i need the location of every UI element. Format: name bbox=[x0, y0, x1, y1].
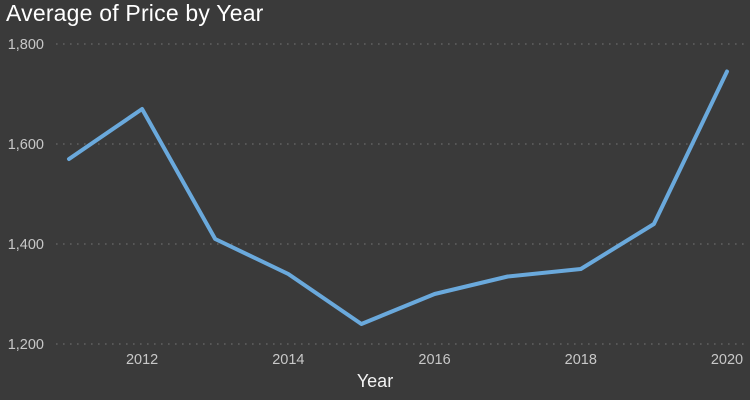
y-tick-label: 1,200 bbox=[8, 337, 44, 353]
x-tick-label: 2014 bbox=[272, 352, 304, 368]
y-tick-label: 1,400 bbox=[8, 237, 44, 253]
x-tick-label: 2016 bbox=[418, 352, 450, 368]
y-tick-label: 1,800 bbox=[8, 37, 44, 53]
x-tick-label: 2020 bbox=[711, 352, 743, 368]
chart-title: Average of Price by Year bbox=[6, 0, 264, 26]
y-tick-label: 1,600 bbox=[8, 137, 44, 153]
x-tick-label: 2012 bbox=[126, 352, 158, 368]
data-line bbox=[67, 69, 729, 326]
x-tick-label: 2018 bbox=[565, 352, 597, 368]
x-axis-title: Year bbox=[356, 371, 394, 391]
